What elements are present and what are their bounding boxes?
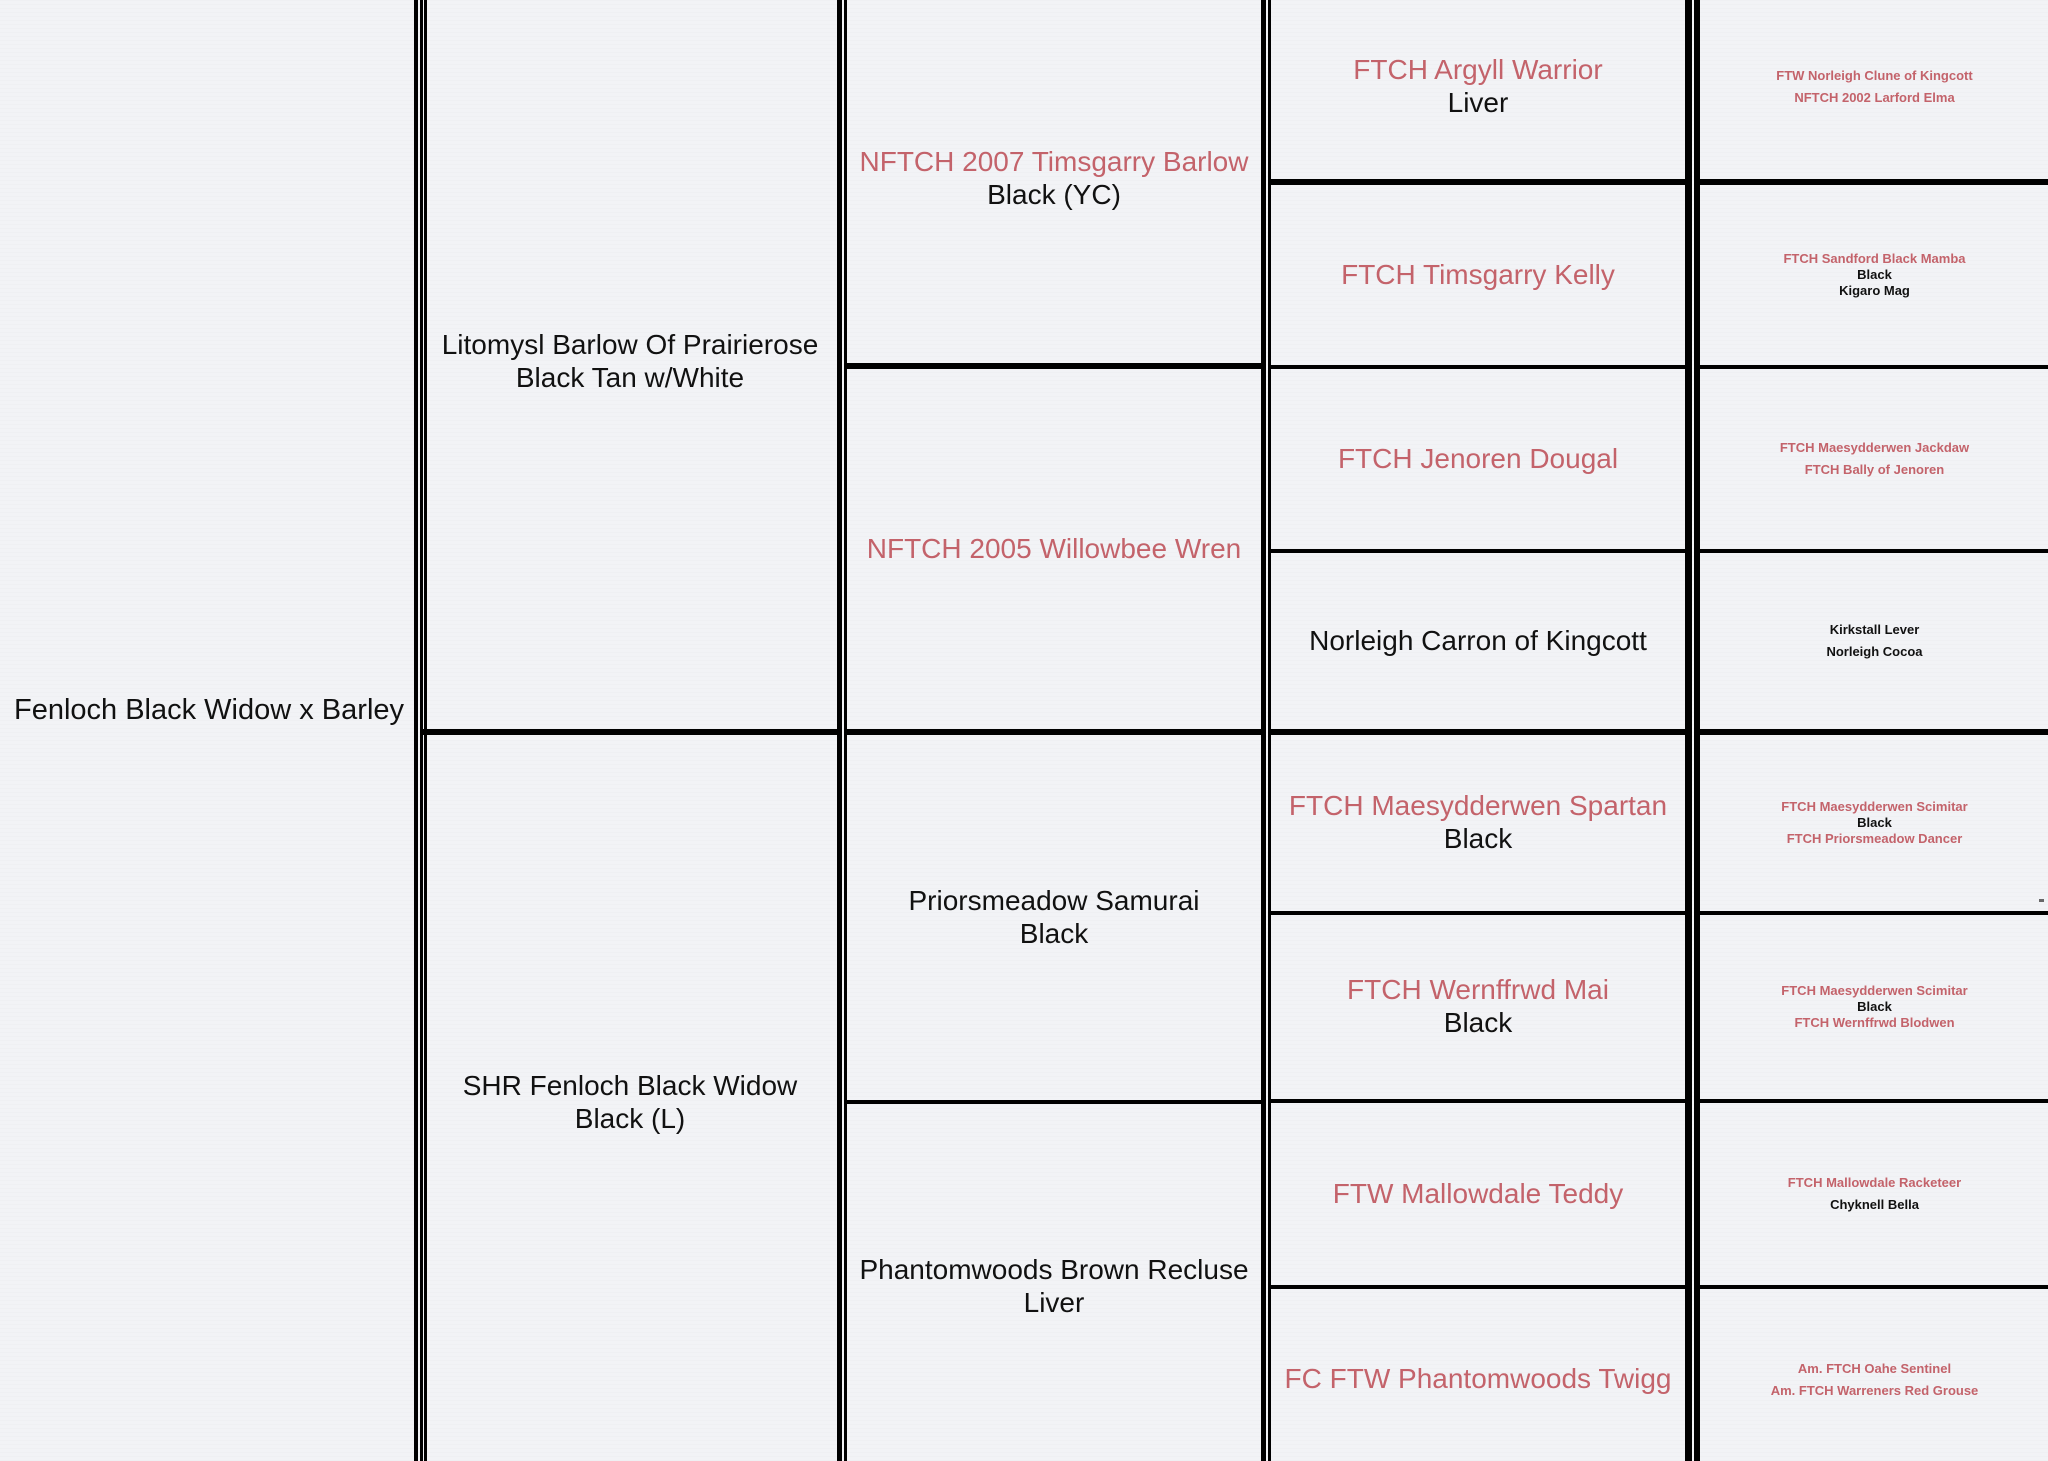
gen4-cell-0: FTCH Argyll Warrior Liver [1268, 0, 1688, 182]
gen5-cell-1: FTCH Sandford Black Mamba Black Kigaro M… [1694, 182, 2048, 368]
gen4-cell-4: FTCH Maesydderwen Spartan Black [1268, 732, 1688, 914]
vertical-rule-col3-left [838, 0, 842, 1461]
gen5-line-4-2: FTCH Priorsmeadow Dancer [1786, 830, 1963, 846]
scan-artifact-mark [2039, 899, 2044, 902]
gen5-line-3-1: Norleigh Cocoa [1826, 644, 1923, 659]
gen5-line-3-0: Kirkstall Lever [1829, 622, 1920, 638]
gen4-name-0: FTCH Argyll Warrior [1353, 53, 1603, 85]
gen2-color-1: Black (L) [574, 1102, 686, 1134]
gen5-cell-4: FTCH Maesydderwen Scimitar Black FTCH Pr… [1694, 732, 2048, 914]
gen2-name-0: Litomysl Barlow Of Prairierose [441, 328, 819, 360]
gen3-cell-0: NFTCH 2007 Timsgarry Barlow Black (YC) [844, 0, 1264, 366]
vertical-rule-col5-left [1688, 0, 1692, 1461]
vertical-rule-col4-left [1262, 0, 1266, 1461]
subject-name: Fenloch Black Widow x Barley [13, 693, 405, 726]
gen3-name-0: NFTCH 2007 Timsgarry Barlow [859, 145, 1249, 177]
gen3-name-1: NFTCH 2005 Willowbee Wren [866, 532, 1242, 564]
gen4-cell-2: FTCH Jenoren Dougal [1268, 366, 1688, 552]
gen2-cell-1: SHR Fenloch Black Widow Black (L) [420, 732, 840, 1461]
gen3-name-3: Phantomwoods Brown Recluse [859, 1253, 1249, 1285]
gen5-line-6-0: FTCH Mallowdale Racketeer [1787, 1175, 1962, 1191]
gen5-cell-5: FTCH Maesydderwen Scimitar Black FTCH We… [1694, 912, 2048, 1102]
gen4-name-6: FTW Mallowdale Teddy [1332, 1177, 1624, 1209]
gen2-name-1: SHR Fenloch Black Widow [462, 1069, 798, 1101]
gen5-line-5-2: FTCH Wernffrwd Blodwen [1794, 1014, 1955, 1030]
gen4-cell-7: FC FTW Phantomwoods Twigg [1268, 1286, 1688, 1461]
gen5-line-7-1: Am. FTCH Warreners Red Grouse [1770, 1382, 1979, 1398]
gen4-color-0: Liver [1447, 86, 1509, 118]
gen5-cell-2: FTCH Maesydderwen Jackdaw FTCH Bally of … [1694, 366, 2048, 552]
gen4-name-4: FTCH Maesydderwen Spartan [1288, 790, 1668, 822]
pedigree-subject: Fenloch Black Widow x Barley [0, 680, 410, 740]
gen5-line-1-0: FTCH Sandford Black Mamba [1783, 251, 1966, 267]
gen4-cell-6: FTW Mallowdale Teddy [1268, 1100, 1688, 1288]
gen3-cell-2: Priorsmeadow Samurai Black [844, 732, 1264, 1104]
gen5-line-0-0: FTW Norleigh Clune of Kingcott [1776, 67, 1973, 83]
gen2-cell-0: Litomysl Barlow Of Prairierose Black Tan… [420, 0, 840, 732]
gen3-color-3: Liver [1023, 1286, 1085, 1318]
gen3-name-2: Priorsmeadow Samurai [908, 885, 1200, 917]
gen4-name-2: FTCH Jenoren Dougal [1337, 442, 1619, 474]
gen3-color-0: Black (YC) [987, 178, 1121, 210]
gen5-line-4-0: FTCH Maesydderwen Scimitar [1781, 799, 1968, 815]
gen4-name-3: Norleigh Carron of Kingcott [1309, 624, 1647, 656]
gen3-color-2: Black [1019, 918, 1089, 949]
gen5-line-5-1: Black [1857, 999, 1892, 1015]
gen2-color-0: Black Tan w/White [515, 361, 745, 393]
gen5-line-0-1: NFTCH 2002 Larford Elma [1794, 89, 1955, 105]
gen5-line-4-1: Black [1857, 815, 1892, 831]
gen5-line-2-0: FTCH Maesydderwen Jackdaw [1779, 440, 1970, 456]
gen5-cell-3: Kirkstall Lever Norleigh Cocoa [1694, 550, 2048, 732]
gen3-cell-1: NFTCH 2005 Willowbee Wren [844, 366, 1264, 732]
gen5-cell-0: FTW Norleigh Clune of Kingcott NFTCH 200… [1694, 0, 2048, 182]
gen3-cell-3: Phantomwoods Brown Recluse Liver [844, 1100, 1264, 1461]
gen4-cell-1: FTCH Timsgarry Kelly [1268, 182, 1688, 368]
gen4-name-1: FTCH Timsgarry Kelly [1341, 258, 1615, 290]
gen4-color-4: Black [1443, 823, 1513, 854]
gen5-line-1-2: Kigaro Mag [1839, 282, 1910, 298]
gen4-cell-3: Norleigh Carron of Kingcott [1268, 550, 1688, 732]
gen5-cell-7: Am. FTCH Oahe Sentinel Am. FTCH Warrener… [1694, 1286, 2048, 1461]
gen5-line-2-1: FTCH Bally of Jenoren [1804, 462, 1945, 477]
gen4-name-5: FTCH Wernffrwd Mai [1347, 974, 1609, 1006]
gen4-name-7: FC FTW Phantomwoods Twigg [1284, 1363, 1672, 1395]
gen5-line-5-0: FTCH Maesydderwen Scimitar [1781, 983, 1968, 999]
gen4-cell-5: FTCH Wernffrwd Mai Black [1268, 912, 1688, 1102]
gen4-color-5: Black [1443, 1007, 1513, 1038]
gen5-cell-6: FTCH Mallowdale Racketeer Chyknell Bella [1694, 1100, 2048, 1288]
gen5-line-1-1: Black [1857, 267, 1892, 283]
gen5-line-7-0: Am. FTCH Oahe Sentinel [1797, 1360, 1952, 1376]
vertical-rule-col2-left [414, 0, 418, 1461]
gen5-line-6-1: Chyknell Bella [1830, 1197, 1919, 1212]
